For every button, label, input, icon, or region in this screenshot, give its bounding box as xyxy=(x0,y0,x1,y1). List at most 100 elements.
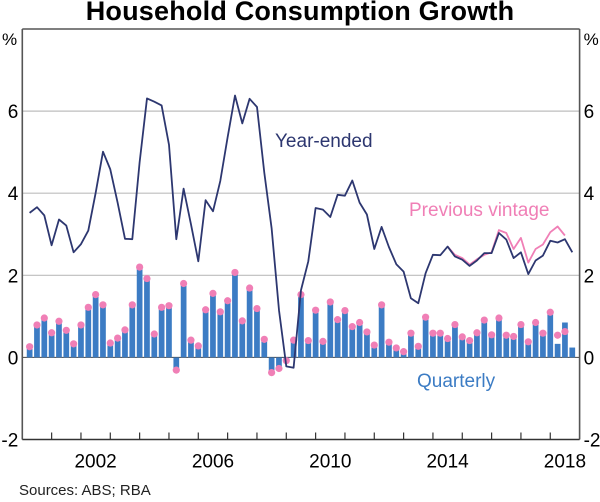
bar xyxy=(63,330,70,358)
vintage-dot xyxy=(238,317,246,325)
vintage-dot xyxy=(312,306,320,314)
x-tick-label: 2002 xyxy=(74,452,116,473)
vintage-dot xyxy=(414,342,422,350)
bar xyxy=(210,293,216,358)
vintage-dot xyxy=(334,316,342,324)
bar xyxy=(540,333,546,358)
bar xyxy=(180,283,187,358)
y-tick-label-left: -2 xyxy=(1,431,18,452)
bar xyxy=(525,341,532,358)
vintage-dot xyxy=(231,268,239,277)
vintage-dot xyxy=(224,297,232,305)
series-annotations: Year-ended Previous vintage Quarterly xyxy=(275,131,549,392)
vintage-dot xyxy=(407,329,415,337)
vintage-dot xyxy=(92,290,100,299)
vintage-dot xyxy=(561,327,569,336)
vintage-dot xyxy=(158,303,166,311)
vintage-dot xyxy=(194,342,202,350)
bar xyxy=(122,329,128,358)
vintage-dot xyxy=(62,326,70,334)
vintage-dot xyxy=(209,289,217,297)
vintage-dot xyxy=(33,321,41,329)
vintage-dot xyxy=(510,332,518,341)
vintage-dot xyxy=(356,318,364,327)
tick-labels: -2 0 2 4 6 -2 0 2 4 6% % 2002 2006 2010 2014 2018 xyxy=(1,30,600,473)
y-unit-right: % xyxy=(584,30,599,49)
bar xyxy=(569,347,576,358)
bar xyxy=(276,357,282,369)
vintage-dot xyxy=(48,329,56,337)
bar xyxy=(356,322,363,358)
bar xyxy=(290,340,297,358)
bar xyxy=(107,343,114,358)
quarterly-bars xyxy=(26,267,576,373)
bar xyxy=(437,333,444,358)
bar xyxy=(85,307,92,358)
bar xyxy=(510,336,517,358)
bar xyxy=(378,304,385,358)
vintage-dot xyxy=(26,343,34,351)
vintage-dot xyxy=(40,314,48,322)
bar xyxy=(518,324,524,358)
bar xyxy=(422,317,429,358)
vintage-dot xyxy=(385,338,393,346)
vintage-dot xyxy=(326,298,334,306)
bar xyxy=(488,334,495,358)
previous-vintage-dots xyxy=(26,263,569,377)
annotation-previous-vintage: Previous vintage xyxy=(409,200,549,221)
bar xyxy=(481,320,488,358)
vintage-dot xyxy=(106,339,114,347)
bar xyxy=(166,305,172,358)
bar xyxy=(474,332,480,358)
vintage-dot xyxy=(495,314,503,322)
x-tick-label: 2014 xyxy=(426,452,469,473)
previous-vintage-line xyxy=(446,225,566,266)
bar xyxy=(261,339,268,358)
vintage-dot xyxy=(341,307,349,315)
y-tick-label-left: 2 xyxy=(8,266,19,287)
vintage-dot xyxy=(143,274,151,283)
vintage-dot xyxy=(77,321,85,329)
bar xyxy=(158,307,165,358)
bar xyxy=(151,334,158,358)
y-tick-label-right: 6 xyxy=(584,102,595,123)
vintage-dot xyxy=(378,301,386,309)
bar xyxy=(547,312,554,358)
bar xyxy=(503,335,510,358)
vintage-dot xyxy=(121,326,129,334)
line-series xyxy=(29,94,574,369)
y-unit-left: % xyxy=(2,30,17,49)
vintage-dot xyxy=(466,336,474,345)
year-ended-line xyxy=(29,94,574,369)
vintage-dot xyxy=(180,279,188,288)
bar xyxy=(452,324,458,358)
vintage-dot xyxy=(260,335,268,343)
bar xyxy=(393,347,400,358)
vintage-dot xyxy=(363,328,371,336)
vintage-dot xyxy=(70,340,78,348)
vintage-dot xyxy=(172,366,180,374)
bar xyxy=(312,310,319,358)
bar xyxy=(224,300,231,358)
chart-title: Household Consumption Growth xyxy=(85,0,515,26)
vintage-dot xyxy=(55,317,63,325)
source-note: Sources: ABS; RBA xyxy=(19,482,151,499)
bar xyxy=(444,338,451,358)
bar xyxy=(173,357,180,371)
vintage-dot xyxy=(422,313,430,321)
vintage-dot xyxy=(554,331,562,339)
vintage-dot xyxy=(150,330,158,338)
bar xyxy=(239,320,246,358)
vintage-dot xyxy=(370,341,378,349)
vintage-dot xyxy=(488,331,496,339)
bar xyxy=(129,304,136,358)
bar xyxy=(327,301,334,358)
vintage-dot xyxy=(268,368,276,377)
vintage-dot xyxy=(275,364,283,373)
bar xyxy=(246,288,253,358)
x-tick-label: 2010 xyxy=(309,452,351,473)
bar xyxy=(268,357,275,373)
bar xyxy=(305,340,312,358)
bar xyxy=(386,342,392,358)
vintage-dot xyxy=(319,337,327,345)
